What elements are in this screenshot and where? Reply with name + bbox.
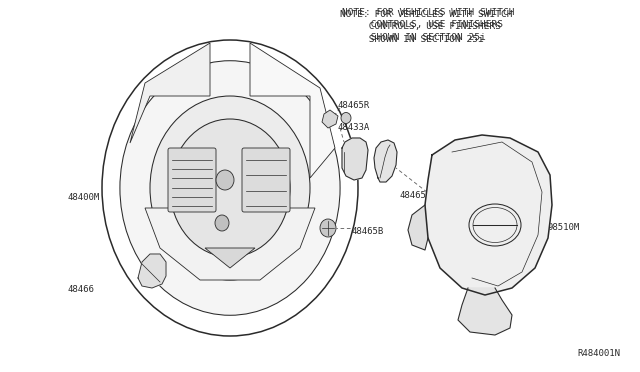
Text: 48465B: 48465B (352, 228, 384, 237)
FancyBboxPatch shape (168, 148, 216, 212)
Text: 48465M: 48465M (400, 192, 432, 201)
Ellipse shape (215, 215, 229, 231)
Polygon shape (374, 140, 397, 182)
Ellipse shape (216, 170, 234, 190)
Ellipse shape (120, 61, 340, 315)
Polygon shape (205, 248, 255, 268)
Ellipse shape (320, 219, 336, 237)
Polygon shape (138, 254, 166, 288)
Polygon shape (425, 135, 552, 295)
Polygon shape (342, 138, 368, 180)
Ellipse shape (170, 119, 290, 257)
Text: 48466: 48466 (68, 285, 95, 295)
Text: R484001N: R484001N (577, 349, 620, 358)
Ellipse shape (150, 96, 310, 280)
Polygon shape (250, 43, 335, 178)
Polygon shape (130, 43, 210, 143)
Text: NOTE: FOR VEHICLES WITH SWITCH
     CONTROLS, USE FINISHERS
     SHOWN IN SECTIO: NOTE: FOR VEHICLES WITH SWITCH CONTROLS,… (340, 10, 513, 44)
Polygon shape (322, 110, 338, 128)
Ellipse shape (341, 112, 351, 124)
Text: 48400M: 48400M (68, 193, 100, 202)
FancyBboxPatch shape (242, 148, 290, 212)
Polygon shape (458, 288, 512, 335)
Text: NOTE: FOR VEHICLES WITH SWITCH
     CONTROLS, USE FINISHERS
     SHOWN IN SECTIO: NOTE: FOR VEHICLES WITH SWITCH CONTROLS,… (342, 8, 515, 42)
Text: 98510M: 98510M (548, 224, 580, 232)
Polygon shape (408, 205, 428, 250)
Text: 48465R: 48465R (338, 100, 371, 109)
Polygon shape (145, 208, 315, 280)
Text: 48433A: 48433A (338, 124, 371, 132)
